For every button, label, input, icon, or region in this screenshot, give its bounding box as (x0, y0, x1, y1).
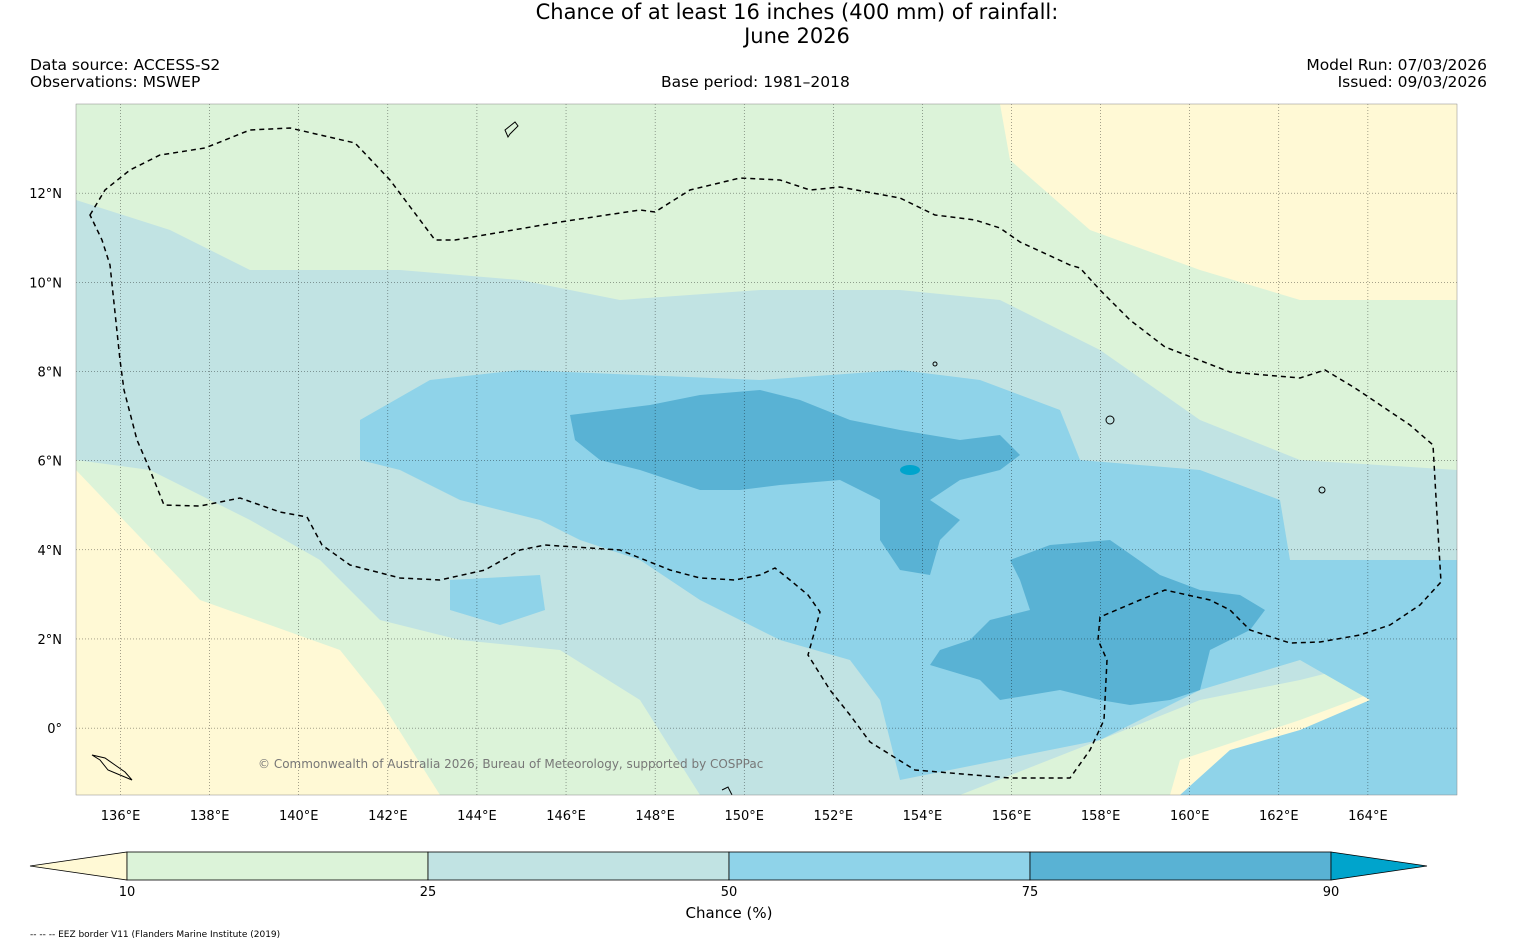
graticule (76, 104, 1457, 795)
base-period: Base period: 1981–2018 (661, 73, 850, 91)
lat-tick-label: 12°N (29, 187, 62, 202)
colorbar-tick-25: 25 (420, 885, 437, 900)
lon-tick-label: 154°E (903, 809, 943, 824)
lon-tick-label: 162°E (1259, 809, 1299, 824)
lon-tick-label: 144°E (457, 809, 497, 824)
colorbar-title: Chance (%) (686, 904, 773, 922)
observations: Observations: MSWEP (30, 73, 201, 91)
lon-tick-label: 152°E (814, 809, 854, 824)
zone-75-90-south (930, 540, 1265, 705)
title-line-1: Chance of at least 16 inches (400 mm) of… (535, 0, 1059, 24)
lat-tick-label: 6°N (38, 455, 63, 470)
lat-tick-label: 8°N (38, 365, 63, 380)
data-source: Data source: ACCESS-S2 (30, 56, 221, 74)
lat-tick-label: 2°N (38, 633, 63, 648)
colorbar: 10 25 50 75 90 Chance (%) (29, 851, 1428, 922)
longitude-axis: 136°E 138°E 140°E 142°E 144°E 146°E 148°E 150°E… (101, 809, 1388, 824)
colorbar-tick-50: 50 (721, 885, 738, 900)
colorbar-segment-50-75 (728, 851, 1031, 881)
coastlines (91, 121, 1326, 795)
lat-tick-label: 0° (47, 722, 62, 737)
lon-tick-label: 156°E (992, 809, 1032, 824)
zone-10-25-north (76, 104, 1000, 260)
lon-tick-label: 148°E (635, 809, 675, 824)
title-line-2: June 2026 (744, 24, 850, 48)
eez-border (89, 127, 1442, 779)
lon-tick-label: 160°E (1170, 809, 1210, 824)
zone-75-90-north (570, 390, 1020, 575)
model-run: Model Run: 07/03/2026 (1306, 56, 1487, 74)
eez-footnote: -- -- -- EEZ border V11 (Flanders Marine… (30, 930, 281, 940)
colorbar-segment-25-50 (427, 851, 730, 881)
colorbar-extend-high (1330, 851, 1428, 881)
map-frame (75, 103, 1458, 796)
issued: Issued: 09/03/2026 (1337, 73, 1487, 91)
colorbar-segment-75-90 (1029, 851, 1332, 881)
lon-tick-label: 164°E (1348, 809, 1388, 824)
colorbar-tick-10: 10 (119, 885, 136, 900)
latitude-axis: 12°N 10°N 8°N 6°N 4°N 2°N 0° (29, 187, 62, 737)
lat-tick-label: 10°N (29, 276, 62, 291)
map-area[interactable] (76, 104, 1457, 795)
lon-tick-label: 158°E (1081, 809, 1121, 824)
zone-50-75-west (450, 575, 545, 625)
header-left: Data source: ACCESS-S2 Observations: MSW… (30, 57, 220, 91)
lon-tick-label: 150°E (724, 809, 764, 824)
colorbar-tick-90: 90 (1323, 885, 1340, 900)
header-right: Model Run: 07/03/2026 Issued: 09/03/2026 (1306, 57, 1487, 91)
map-title: Chance of at least 16 inches (400 mm) of… (0, 0, 1517, 48)
colorbar-segment-10-25 (126, 851, 429, 881)
lon-tick-label: 138°E (190, 809, 230, 824)
lon-tick-label: 146°E (546, 809, 586, 824)
lon-tick-label: 140°E (279, 809, 319, 824)
copyright-text: © Commonwealth of Australia 2026, Bureau… (258, 757, 763, 771)
colorbar-extend-low (29, 851, 128, 881)
lon-tick-label: 142°E (368, 809, 408, 824)
colorbar-tick-75: 75 (1022, 885, 1039, 900)
zone-above-90 (900, 465, 920, 475)
lon-tick-label: 136°E (101, 809, 141, 824)
lat-tick-label: 4°N (38, 544, 63, 559)
